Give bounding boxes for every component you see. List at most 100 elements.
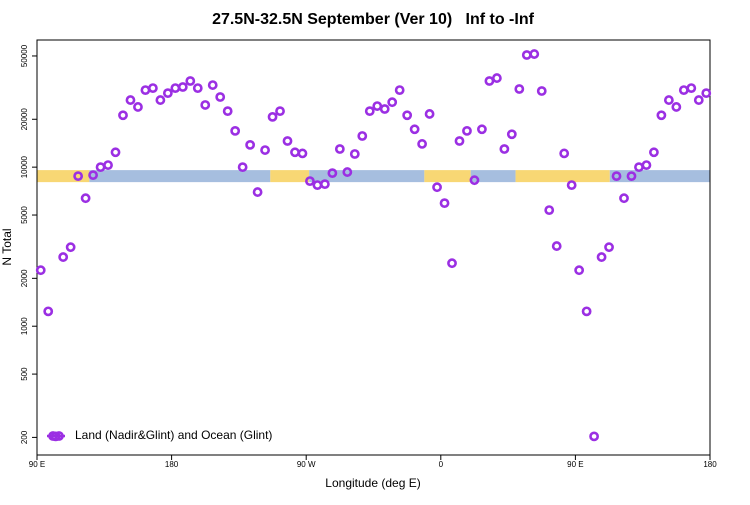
data-point xyxy=(521,50,532,60)
data-point xyxy=(230,125,241,136)
y-tick-label: 5000 xyxy=(20,206,29,224)
data-point xyxy=(192,83,203,94)
data-point xyxy=(73,171,84,182)
data-point xyxy=(222,106,233,117)
data-point xyxy=(58,252,69,262)
y-tick-label: 20000 xyxy=(20,108,29,131)
data-point xyxy=(110,147,121,158)
data-point xyxy=(701,88,712,99)
data-point xyxy=(477,124,487,135)
data-point xyxy=(439,198,450,209)
x-tick-label: 180 xyxy=(165,460,179,469)
data-point xyxy=(260,145,270,155)
data-point xyxy=(148,83,158,94)
data-point xyxy=(88,170,98,181)
y-tick-label: 10000 xyxy=(20,155,29,178)
chart-title: 27.5N-32.5N September (Ver 10) Inf to -I… xyxy=(212,11,535,28)
data-point xyxy=(319,179,330,190)
data-point xyxy=(581,306,592,317)
data-point xyxy=(162,88,173,99)
data-point xyxy=(357,131,368,141)
data-point xyxy=(155,95,166,105)
data-point xyxy=(469,175,480,186)
legend-marker xyxy=(54,431,64,441)
data-point xyxy=(342,167,353,177)
data-point xyxy=(170,83,181,94)
data-point xyxy=(252,187,263,197)
data-point xyxy=(185,76,196,86)
data-point xyxy=(447,258,457,269)
surface-band xyxy=(309,170,425,183)
data-point xyxy=(454,136,465,146)
data-point xyxy=(589,431,599,442)
data-point xyxy=(417,139,428,149)
data-point xyxy=(529,49,540,59)
data-point xyxy=(103,160,113,171)
y-tick-label: 2000 xyxy=(20,269,29,287)
y-tick-label: 1000 xyxy=(20,317,29,335)
data-point xyxy=(305,176,315,187)
data-point xyxy=(245,139,256,150)
x-tick-label: 90 W xyxy=(297,460,316,469)
data-point xyxy=(297,148,308,159)
data-point xyxy=(387,97,398,108)
data-point xyxy=(574,265,585,276)
data-point xyxy=(95,162,106,173)
surface-band xyxy=(270,170,310,183)
data-point xyxy=(514,84,525,94)
data-point xyxy=(118,110,128,121)
data-point xyxy=(207,80,218,90)
data-point xyxy=(364,106,375,117)
data-point xyxy=(394,85,405,96)
surface-band xyxy=(424,170,471,183)
data-point xyxy=(506,129,517,140)
data-point xyxy=(649,147,659,158)
data-point xyxy=(290,147,300,158)
x-tick-label: 90 E xyxy=(29,460,45,469)
data-point xyxy=(80,193,91,204)
data-point xyxy=(282,136,293,146)
data-point xyxy=(686,83,697,94)
x-tick-label: 90 E xyxy=(567,460,583,469)
data-point xyxy=(177,82,188,92)
surface-band xyxy=(470,170,516,183)
data-point xyxy=(35,265,46,276)
data-point xyxy=(619,193,629,204)
data-point xyxy=(641,160,652,171)
x-tick-label: 0 xyxy=(439,460,444,469)
data-point xyxy=(424,109,435,119)
data-point xyxy=(267,111,278,122)
data-point xyxy=(491,73,502,83)
data-point xyxy=(656,110,667,121)
data-point xyxy=(409,124,420,135)
data-point xyxy=(140,85,151,96)
data-point xyxy=(379,104,390,114)
x-axis-label: Longitude (deg E) xyxy=(325,476,420,490)
data-point xyxy=(604,242,614,253)
data-point xyxy=(484,76,495,86)
data-point xyxy=(559,148,570,159)
data-point xyxy=(536,86,547,96)
data-point xyxy=(626,171,637,182)
y-tick-label: 50000 xyxy=(20,44,29,67)
plot-frame xyxy=(36,39,711,456)
data-point xyxy=(611,171,622,182)
legend-entry: Land (Nadir&Glint) and Ocean (Glint) xyxy=(47,428,272,442)
data-point xyxy=(334,144,345,154)
data-point xyxy=(663,95,674,105)
data-point xyxy=(312,180,323,191)
y-tick-label: 200 xyxy=(20,430,29,444)
y-axis-label: N Total xyxy=(0,228,14,265)
data-point xyxy=(372,101,383,111)
data-point xyxy=(462,125,472,136)
data-point xyxy=(499,144,510,154)
data-point xyxy=(237,162,248,173)
data-point xyxy=(275,106,285,117)
data-point xyxy=(402,110,413,121)
data-point xyxy=(133,102,143,112)
data-point xyxy=(693,95,704,105)
data-point xyxy=(349,149,360,159)
data-point xyxy=(327,168,338,179)
data-point xyxy=(200,100,211,110)
